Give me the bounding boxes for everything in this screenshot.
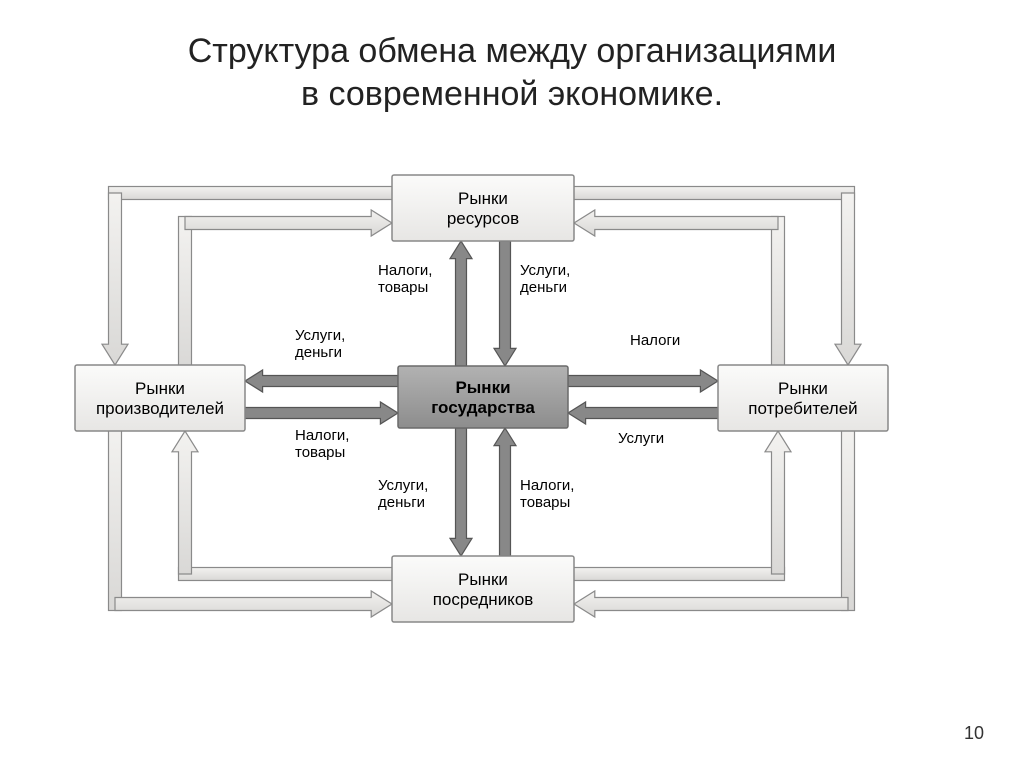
node-resources xyxy=(392,175,574,241)
edge-label: Услуги xyxy=(618,430,664,447)
edge-label: Услуги, xyxy=(520,262,570,279)
arrow-state-resources xyxy=(450,241,472,366)
arrow-consumers-middlemen xyxy=(574,591,848,617)
arrow-producers-middlemen xyxy=(115,591,392,617)
arrow-resources-producers xyxy=(102,193,128,365)
edge-label: Услуги, xyxy=(295,327,345,344)
arrow-state-consumers xyxy=(568,370,718,392)
edge-label: Налоги, xyxy=(295,427,349,444)
exchange-structure-diagram: РынкиресурсовРынкигосударстваРынкипроизв… xyxy=(0,120,1024,740)
node-state xyxy=(398,366,568,428)
node-label: посредников xyxy=(433,590,534,609)
node-consumers xyxy=(718,365,888,431)
arrow-resources-state xyxy=(494,241,516,366)
node-middlemen xyxy=(392,556,574,622)
node-label: ресурсов xyxy=(447,209,519,228)
edge-label: деньги xyxy=(520,279,567,296)
arrow-middlemen-consumers xyxy=(765,431,791,574)
node-label: Рынки xyxy=(135,379,185,398)
arrow-state-middlemen xyxy=(450,428,472,556)
node-label: производителей xyxy=(96,399,224,418)
arrow-producers-state xyxy=(245,402,398,424)
edge-label: Услуги, xyxy=(378,477,428,494)
edge-label: товары xyxy=(295,444,345,461)
node-label: Рынки xyxy=(455,378,510,397)
node-producers xyxy=(75,365,245,431)
edge-label: Налоги, xyxy=(378,262,432,279)
edge-label: товары xyxy=(378,279,428,296)
arrow-consumers-resources xyxy=(574,210,778,236)
edge-label: Налоги, xyxy=(520,477,574,494)
node-label: Рынки xyxy=(458,189,508,208)
page-title: Структура обмена между организациями в с… xyxy=(0,0,1024,115)
node-label: потребителей xyxy=(748,399,857,418)
arrow-consumers-state xyxy=(568,402,718,424)
arrow-middlemen-producers xyxy=(172,431,198,574)
edge-label: деньги xyxy=(295,344,342,361)
edge-label: деньги xyxy=(378,494,425,511)
arrow-producers-resources xyxy=(185,210,392,236)
node-label: Рынки xyxy=(458,570,508,589)
title-line1: Структура обмена между организациями xyxy=(188,32,837,70)
edge-label: товары xyxy=(520,494,570,511)
edge-label: Налоги xyxy=(630,332,680,349)
arrow-state-producers xyxy=(245,370,398,392)
arrow-resources-consumers xyxy=(835,193,861,365)
arrow-middlemen-state xyxy=(494,428,516,556)
node-label: Рынки xyxy=(778,379,828,398)
node-label: государства xyxy=(431,398,535,417)
page-number: 10 xyxy=(964,723,984,744)
title-line2: в современной экономике. xyxy=(301,75,723,113)
